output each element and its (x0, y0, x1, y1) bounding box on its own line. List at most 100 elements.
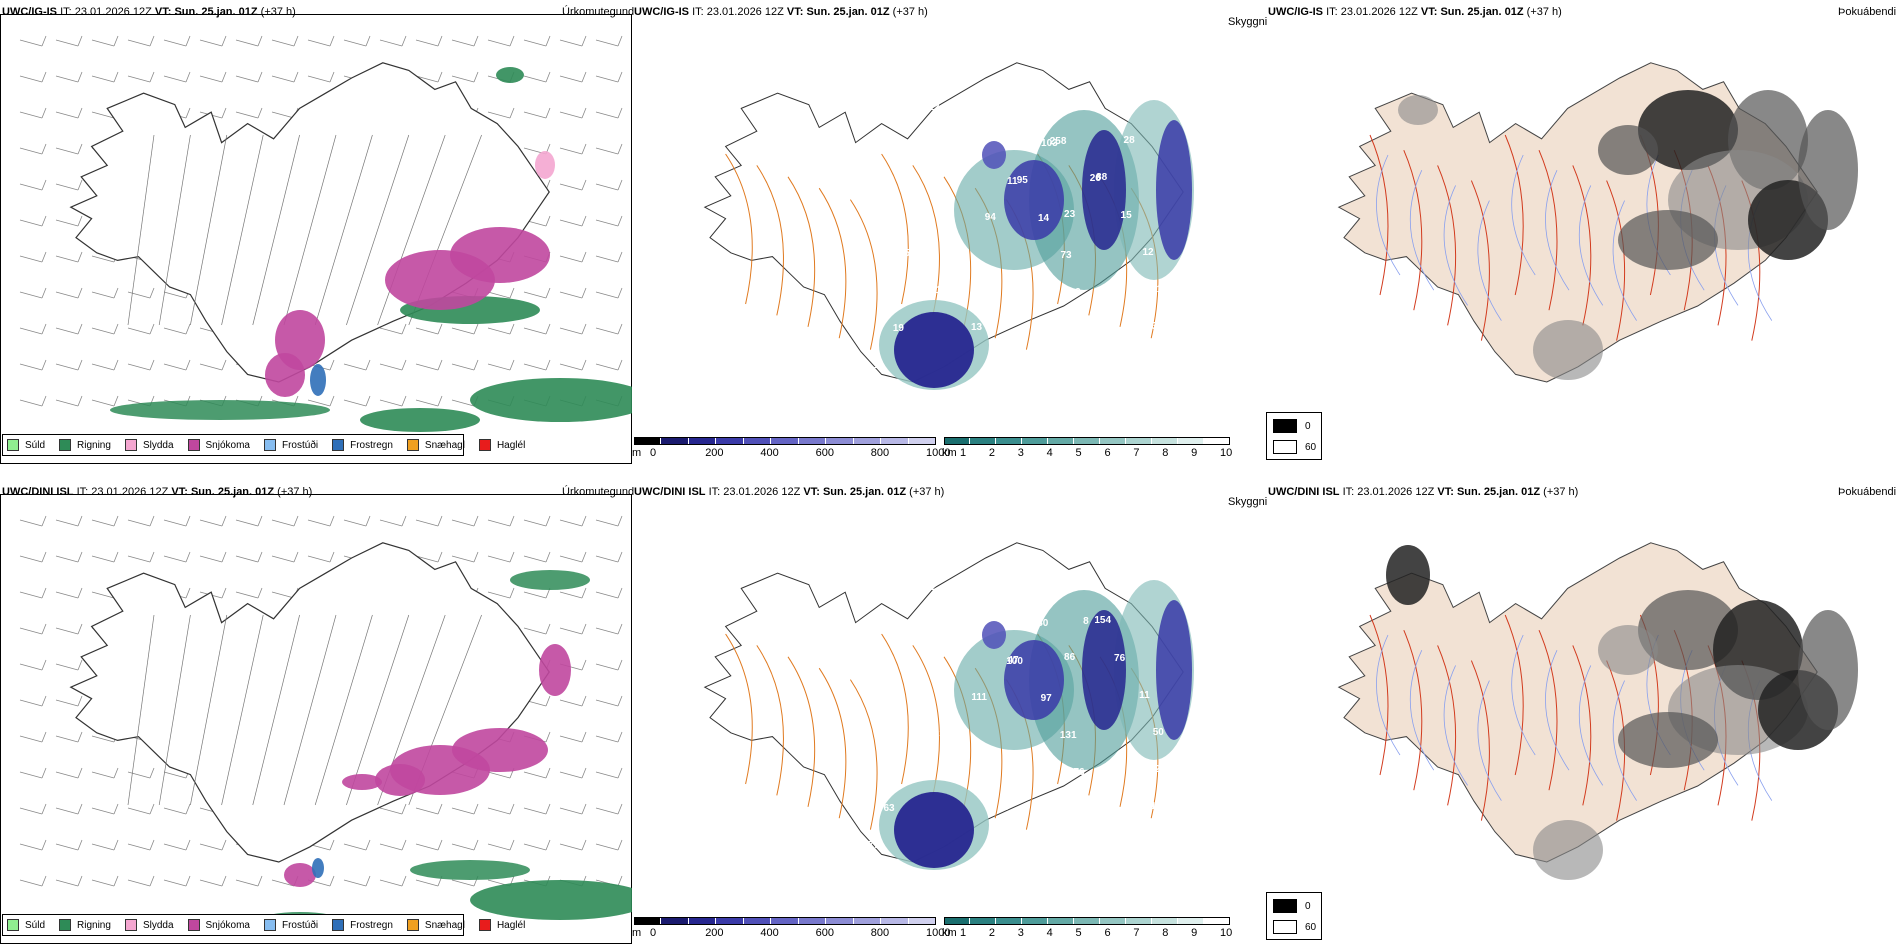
visibility-title-1: Skyggni (1228, 16, 1268, 28)
colorbar-segment (881, 917, 909, 925)
rain-area (110, 400, 330, 420)
cloud-base-value-label: 54 (1125, 838, 1137, 849)
snow-area (265, 353, 305, 397)
colorbar-unit: m (632, 927, 642, 939)
wind-barb (19, 875, 47, 887)
cloud-base-value-label: 103 (1041, 138, 1058, 149)
cloud-base-tick: 0 (650, 927, 657, 939)
low-cloud-area (982, 621, 1006, 649)
vt-value: Sun. 25.jan. 01Z (822, 486, 907, 498)
precip-legend-swatch (263, 439, 276, 451)
wind-barb (19, 287, 47, 299)
wind-barb (19, 143, 47, 155)
cloud-base-value-label: 10 (998, 802, 1010, 813)
wind-barb (595, 71, 623, 83)
visibility-tick: 9 (1191, 447, 1198, 459)
wind-barb (271, 515, 299, 527)
wind-barb (91, 767, 119, 779)
cloud-base-value-label: 12 (1142, 247, 1154, 258)
road-line (912, 645, 940, 796)
lead-time: (+37 h) (892, 6, 928, 18)
river-line (1376, 634, 1401, 756)
vt-label: VT: (786, 6, 804, 18)
header-2: UWC/DINI ISL IT: 23.01.2026 12Z VT: Sun.… (2, 486, 312, 498)
wind-barb (91, 323, 119, 335)
wind-barb (451, 839, 479, 851)
wind-barb (19, 839, 47, 851)
snow-area (375, 764, 425, 796)
road-line (1504, 134, 1524, 296)
fog-indicator-area (1798, 610, 1858, 730)
terrain-contour (283, 614, 337, 806)
wind-barb (271, 551, 299, 563)
wind-barb (559, 515, 587, 527)
cloud-base-tick: 600 (815, 927, 834, 939)
cloud-base-tick: 200 (705, 927, 724, 939)
wind-barb (451, 35, 479, 47)
road-line (818, 187, 847, 339)
terrain-contour (221, 134, 264, 326)
precip-legend-label: Súld (25, 919, 46, 931)
visibility-tick: 5 (1075, 927, 1082, 939)
colorbar-segment (1126, 917, 1152, 925)
rain-area (470, 378, 632, 422)
vt-label: VT: (154, 6, 172, 18)
wind-barb (127, 875, 155, 887)
rain-area (470, 880, 632, 920)
cloud-base-value-label: 19 (893, 323, 905, 334)
precip-legend-swatch (124, 439, 137, 451)
colorbar-segment (634, 437, 662, 445)
wind-barb (595, 803, 623, 815)
wind-barb (523, 551, 551, 563)
wind-barb (379, 839, 407, 851)
colorbar-segment (1074, 917, 1100, 925)
low-cloud-area (1082, 130, 1126, 250)
model-name: UWC/DINI ISL (1268, 486, 1340, 498)
wind-barb (451, 359, 479, 371)
visibility-tick: 5 (1075, 447, 1082, 459)
low-cloud-area (894, 792, 974, 868)
wind-barb (19, 323, 47, 335)
model-name: UWC/IG-IS (634, 6, 689, 18)
it-value: 23.01.2026 12Z (723, 486, 801, 498)
wind-barb (271, 35, 299, 47)
wind-barb (55, 695, 83, 707)
wind-barb (307, 551, 335, 563)
cloud-base-value-label: 154 (1094, 615, 1111, 626)
lead-time: (+37 h) (260, 6, 296, 18)
cloud-base-tick: 1000 (926, 927, 951, 939)
wind-barb (235, 107, 263, 119)
cloud-base-value-label: 100 (1006, 656, 1023, 667)
wind-barb (379, 875, 407, 887)
river-line (1612, 200, 1637, 321)
wind-barb (91, 71, 119, 83)
wind-barb (415, 803, 443, 815)
wind-barb (595, 215, 623, 227)
cloud-base-value-label: 76 (1073, 767, 1085, 778)
wind-barb (19, 71, 47, 83)
colorbar-border (634, 437, 936, 445)
cloud-base-value-label: 76 (1114, 653, 1126, 664)
road-line (1369, 134, 1389, 296)
precip-legend-item: Frostregn (332, 919, 393, 931)
precip-type-title-2: Úrkomutegund (562, 486, 635, 498)
road-line (1538, 630, 1558, 791)
cloud-base-value-label: 8 (922, 728, 928, 739)
wind-barb (307, 395, 335, 407)
road-line (1403, 150, 1423, 311)
fog-key-label: 0 (1305, 420, 1311, 432)
wind-barb (595, 839, 623, 851)
visibility-tick: 2 (988, 927, 995, 939)
wind-barb (127, 803, 155, 815)
wind-barb (199, 839, 227, 851)
terrain-contour (221, 614, 264, 806)
precip-legend-label: Rigning (77, 919, 111, 931)
wind-barb (415, 359, 443, 371)
river-line (1409, 650, 1435, 771)
terrain-contour (127, 614, 155, 806)
it-label: IT: (708, 486, 721, 498)
wind-barb (19, 35, 47, 47)
wind-barb (487, 287, 515, 299)
wind-barb (91, 875, 119, 887)
colorbar-unit: m (632, 447, 642, 459)
